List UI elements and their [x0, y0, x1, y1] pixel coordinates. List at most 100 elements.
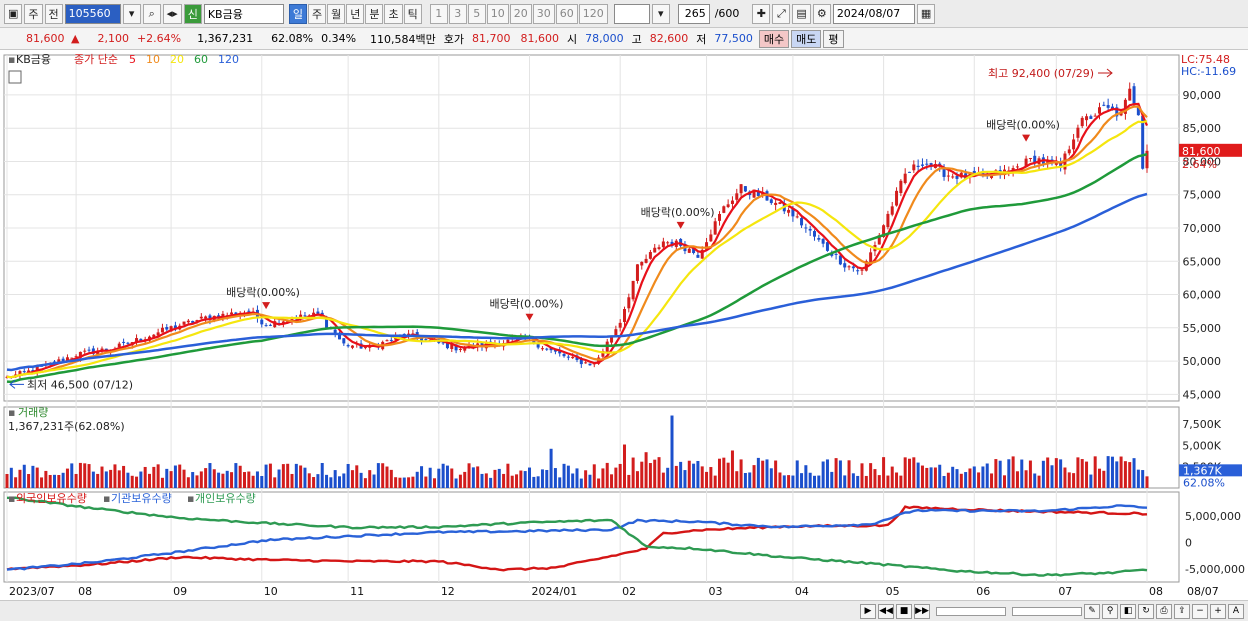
candle-body	[234, 312, 238, 315]
candle-body	[571, 356, 575, 359]
candle-body	[562, 353, 566, 357]
volume-bar	[752, 465, 756, 488]
scroll-slider[interactable]	[936, 606, 1006, 616]
volume-bar	[14, 477, 18, 488]
candle-body	[18, 371, 22, 376]
volume-bar	[674, 465, 678, 488]
volume-bar	[208, 463, 212, 488]
period-second-button[interactable]: 초	[384, 3, 403, 24]
save-icon[interactable]: ▤	[792, 3, 811, 24]
fast-forward-icon[interactable]: ▶▶	[914, 603, 930, 619]
period-tick-button[interactable]: 틱	[403, 3, 422, 24]
volume-bar	[212, 469, 216, 488]
minute-3-button[interactable]: 3	[448, 3, 467, 24]
x-tick-label: 02	[622, 585, 636, 598]
volume-bar	[743, 472, 747, 488]
code-input[interactable]: 105560	[64, 3, 121, 24]
font-size-icon[interactable]: A	[1228, 603, 1244, 619]
drawing-tool-icon[interactable]: ⤢	[772, 3, 791, 24]
tool-icon[interactable]: ⚲	[1102, 603, 1118, 619]
tool-icon[interactable]: ✎	[1084, 603, 1100, 619]
volume-bar	[9, 467, 13, 488]
candle-body	[78, 351, 82, 358]
zoom-slider[interactable]	[1012, 606, 1082, 616]
volume-bar	[130, 475, 134, 488]
zoom-in-icon[interactable]: +	[1210, 603, 1226, 619]
market-select[interactable]: 주	[24, 3, 43, 24]
zoom-out-icon[interactable]: −	[1192, 603, 1208, 619]
period-year-button[interactable]: 년	[346, 3, 365, 24]
stock-chart[interactable]: 45,000 50,000 55,000 60,000 65,000 70,000 75,0…	[0, 51, 1248, 600]
volume-bar	[540, 469, 544, 488]
minute-20-button[interactable]: 20	[509, 3, 532, 24]
stop-icon[interactable]: ■	[896, 603, 912, 619]
volume-bar	[411, 476, 415, 488]
interval-input[interactable]	[613, 3, 650, 24]
search-icon[interactable]: ⌕	[142, 3, 161, 24]
volume-bar	[44, 470, 48, 488]
candle-body	[1085, 116, 1089, 121]
minute-1-button[interactable]: 1	[429, 3, 448, 24]
dividend-annotation: 배당락(0.00%)	[226, 286, 300, 299]
candle-body	[65, 357, 69, 361]
mode-select[interactable]: 전	[44, 3, 63, 24]
minute-60-button[interactable]: 60	[555, 3, 578, 24]
volume-bar	[489, 477, 493, 488]
volume-bar	[575, 468, 579, 488]
volume-bar	[458, 474, 462, 488]
eval-button[interactable]: 평	[823, 29, 844, 48]
chevron-down-icon[interactable]: ▾	[122, 3, 141, 24]
tool-icon[interactable]: ◧	[1120, 603, 1136, 619]
sell-button[interactable]: 매도	[791, 29, 822, 48]
minute-10-button[interactable]: 10	[486, 3, 509, 24]
period-minute-button[interactable]: 분	[365, 3, 384, 24]
candle-body	[122, 341, 126, 343]
volume-bar	[234, 463, 238, 488]
minute-5-button[interactable]: 5	[467, 3, 486, 24]
play-icon[interactable]: ▶	[860, 603, 876, 619]
candle-body	[869, 252, 873, 264]
candle-body	[346, 345, 350, 347]
chevron-down-icon[interactable]: ▾	[651, 3, 670, 24]
period-week-button[interactable]: 주	[307, 3, 327, 24]
period-day-button[interactable]: 일	[288, 3, 307, 24]
volume-bar	[148, 473, 151, 488]
volume-bar	[579, 478, 583, 488]
gear-icon[interactable]: ⚙	[812, 3, 831, 24]
candle-body	[186, 320, 190, 323]
window-icon[interactable]: ▣	[4, 3, 23, 24]
minute-30-button[interactable]: 30	[532, 3, 555, 24]
period-month-button[interactable]: 월	[327, 3, 346, 24]
volume-bar	[532, 476, 536, 488]
candle-body	[169, 326, 173, 332]
refresh-icon[interactable]: ↻	[1138, 603, 1154, 619]
count-input[interactable]: 265	[677, 3, 710, 24]
volume-bar	[281, 464, 285, 488]
candle-body	[951, 176, 955, 178]
candle-body	[135, 338, 139, 343]
crosshair-icon[interactable]: ✚	[752, 3, 771, 24]
candle-body	[445, 343, 449, 349]
minute-120-button[interactable]: 120	[578, 3, 608, 24]
holdings-tick-label: 0	[1185, 536, 1192, 549]
export-icon[interactable]: ⇪	[1174, 603, 1190, 619]
date-input[interactable]: 2024/08/07	[832, 3, 915, 24]
print-icon[interactable]: ⎙	[1156, 603, 1172, 619]
calendar-icon[interactable]: ▦	[916, 3, 936, 24]
candle-body	[631, 280, 635, 300]
volume-bar	[994, 459, 998, 488]
volume-bar	[528, 467, 531, 488]
candle-body	[1106, 105, 1110, 108]
volume-bar	[860, 463, 864, 488]
stock-name-field[interactable]: KB금융	[203, 3, 284, 24]
speaker-icon[interactable]: ◂▸	[162, 3, 182, 24]
rewind-icon[interactable]: ◀◀	[878, 603, 894, 619]
buy-button[interactable]: 매수	[758, 29, 790, 48]
x-tick-label: 12	[441, 585, 455, 598]
volume-bar	[247, 471, 251, 488]
holdings-line-indiv	[6, 496, 1148, 577]
candle-body	[536, 343, 540, 348]
volume-bar	[908, 458, 911, 488]
candle-body	[942, 167, 946, 177]
candle-body	[813, 231, 816, 237]
